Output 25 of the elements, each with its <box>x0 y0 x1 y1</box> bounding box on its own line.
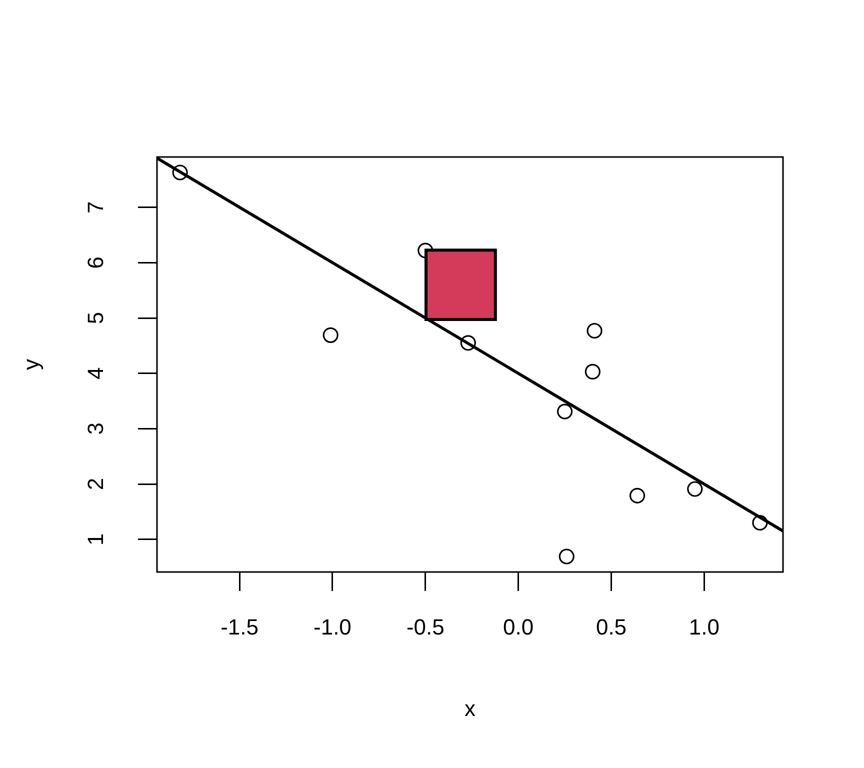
x-axis-title: x <box>464 696 476 721</box>
x-tick-label: 0.5 <box>596 614 627 640</box>
point <box>556 404 573 420</box>
point <box>558 548 574 564</box>
y-tick-label: 2 <box>83 478 108 490</box>
point <box>629 488 646 504</box>
point <box>172 164 188 180</box>
y-tick-label: 6 <box>83 256 108 269</box>
point <box>687 481 703 497</box>
x-tick-label: -0.5 <box>406 614 444 640</box>
x-tick-label: -1.0 <box>313 614 352 640</box>
point <box>460 335 476 351</box>
y-axis-title: y <box>18 359 44 370</box>
y-tick-label: 5 <box>83 312 108 324</box>
y-tick-label: 3 <box>83 422 108 435</box>
y-tick-label: 4 <box>83 367 108 380</box>
x-tick-label: 1.0 <box>688 614 720 640</box>
point <box>586 322 602 339</box>
y-tick-label: 1 <box>83 533 108 546</box>
y-tick-label: 7 <box>83 201 108 214</box>
x-tick-label: -1.5 <box>220 614 258 640</box>
x-tick-label: 0.0 <box>503 614 534 640</box>
point <box>584 364 600 380</box>
point <box>322 327 338 343</box>
point <box>752 514 768 531</box>
